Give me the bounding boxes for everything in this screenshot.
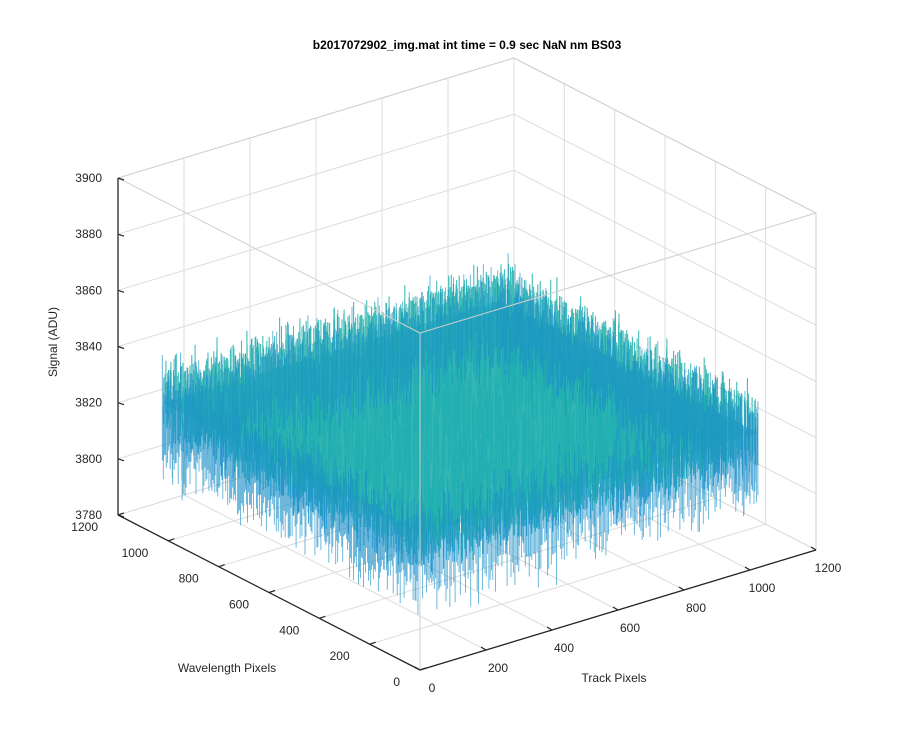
x-axis-label: Track Pixels <box>582 671 647 685</box>
x-tick-label: 1200 <box>815 561 842 575</box>
box-edge <box>117 177 421 334</box>
z-tick-label: 3820 <box>75 396 102 410</box>
back-wall-grid-line <box>117 226 515 347</box>
y-tick <box>369 641 376 645</box>
x-tick-label: 1000 <box>749 581 776 595</box>
x-tick-label: 600 <box>620 621 640 635</box>
y-tick <box>117 512 125 516</box>
y-tick-label: 200 <box>330 649 350 663</box>
y-tick-label: 800 <box>179 572 199 586</box>
z-tick-label: 3860 <box>75 283 102 297</box>
z-tick <box>117 289 125 293</box>
z-tick-label: 3880 <box>75 227 102 241</box>
floor-grid-line <box>369 523 766 645</box>
z-tick-label: 3900 <box>75 171 102 185</box>
x-tick <box>414 666 421 671</box>
back-wall-grid-line <box>117 113 515 235</box>
y-tick-label: 1200 <box>71 520 98 534</box>
x-tick-label: 0 <box>429 681 436 695</box>
x-tick <box>744 566 751 571</box>
x-tick <box>612 606 619 611</box>
y-tick-label: 1000 <box>122 546 149 560</box>
side-wall-grid-line <box>513 169 817 326</box>
z-tick <box>117 514 125 518</box>
z-tick <box>117 345 125 350</box>
x-tick <box>678 586 685 591</box>
x-tick-label: 200 <box>488 661 508 675</box>
x-tick-label: 400 <box>554 641 574 655</box>
y-tick <box>319 615 326 619</box>
x-tick-label: 800 <box>686 601 706 615</box>
box-edge <box>419 212 817 334</box>
z-tick-label: 3780 <box>75 508 102 522</box>
y-tick-label: 0 <box>393 675 400 689</box>
back-wall-grid-line <box>117 169 515 291</box>
z-tick-label: 3840 <box>75 340 102 354</box>
chart-title: b2017072902_img.mat int time = 0.9 sec N… <box>313 38 622 52</box>
y-axis-label: Wavelength Pixels <box>178 661 276 675</box>
z-tick <box>117 458 125 462</box>
z-tick <box>117 177 125 181</box>
z-tick <box>117 402 125 406</box>
signal-surface <box>161 253 759 615</box>
y-tick-label: 600 <box>229 598 249 612</box>
z-tick-label: 3800 <box>75 452 102 466</box>
x-tick <box>546 626 553 631</box>
tick-labels: 0 200 400 600 800 1000 1200 0 200 400 600 800 1000 12… <box>71 171 841 695</box>
box-edge <box>117 57 515 179</box>
z-tick <box>117 233 125 237</box>
y-tick <box>168 538 175 542</box>
box-edge <box>513 57 817 214</box>
y-tick <box>419 667 427 671</box>
y-tick-label: 400 <box>279 623 299 637</box>
x-tick <box>810 546 817 551</box>
side-wall-grid-line <box>513 226 817 382</box>
x-tick <box>480 646 487 651</box>
z-axis-label: Signal (ADU) <box>46 307 60 377</box>
side-wall-grid-line <box>513 113 817 270</box>
y-tick <box>218 564 225 568</box>
y-tick <box>268 589 276 594</box>
